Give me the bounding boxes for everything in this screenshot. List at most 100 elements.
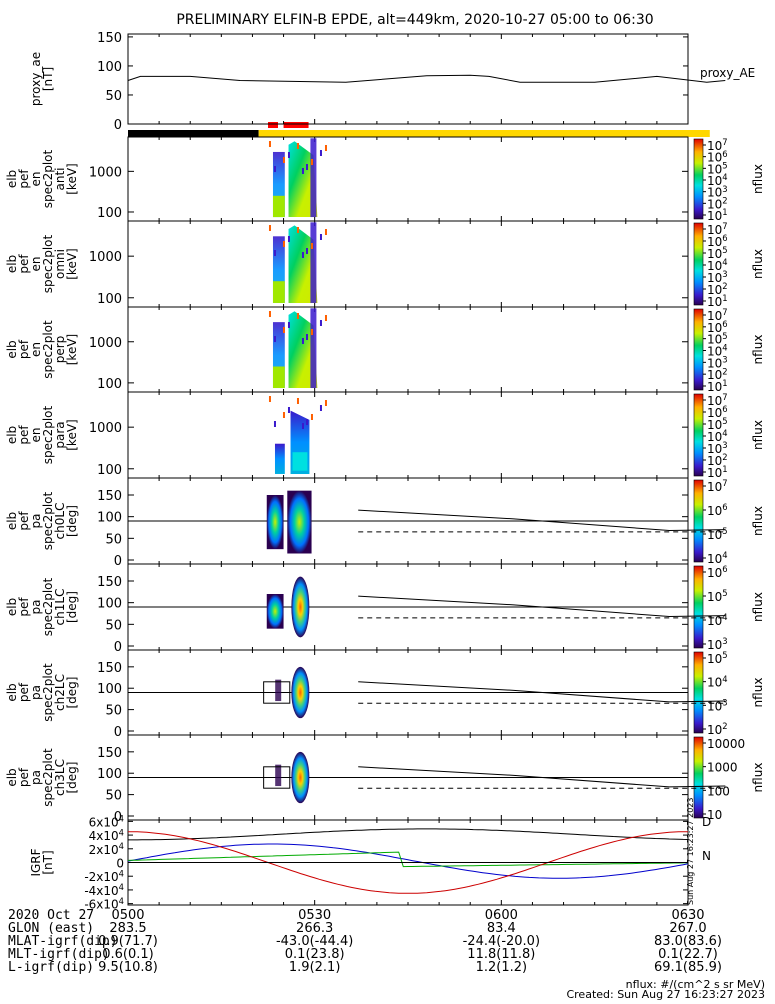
igrf-panel: -6x104-4x104-2x10402x1044x1046x104IGRF[n…	[29, 798, 711, 912]
colorbar	[693, 308, 704, 391]
panel-ylabel: elb	[5, 255, 19, 273]
colorbar-tick-label: 104	[707, 674, 728, 690]
y-tick-label: 150	[97, 31, 122, 46]
spectrogram-burst	[272, 322, 285, 389]
spectrogram-speckle	[296, 227, 299, 233]
spectrogram-burst	[288, 141, 318, 218]
panel-ylabel: pef	[17, 254, 31, 274]
spectrogram-speckle	[305, 164, 308, 170]
spectrogram-speckle	[282, 157, 285, 163]
spectrogram-speckle	[287, 407, 290, 413]
panel-ylabel: en	[29, 172, 43, 187]
ephemeris-row-label: L-igrf(dip)	[8, 960, 94, 975]
y-tick-label: -2x104	[84, 868, 124, 884]
spectrogram-speckle	[319, 320, 322, 326]
ephemeris-value: 0530	[298, 908, 331, 923]
panel-frame	[127, 220, 689, 308]
spectrogram-speckle	[268, 225, 271, 231]
spectrogram-burst	[272, 281, 285, 303]
ephemeris-value: 1.9(2.1)	[289, 960, 341, 975]
igrf-ylabel: IGRF	[29, 848, 43, 876]
igrf-side-letter-n: N	[702, 849, 711, 863]
colorbar-tick-label: 1000	[707, 761, 738, 775]
colorbar-label: nflux	[751, 506, 765, 536]
spectrogram-speckle	[310, 243, 313, 249]
ephemeris-value: 9.5(10.8)	[98, 960, 158, 975]
panel-ylabel: spec2plot	[41, 234, 55, 293]
proxy-ae-ylabel: [nT]	[41, 67, 55, 91]
ephemeris-value: 1.2(1.2)	[476, 960, 528, 975]
panel-ylabel: para	[53, 421, 67, 448]
ephemeris-value: 0.9(71.7)	[98, 934, 158, 949]
colorbar-tick-label: 105	[707, 245, 728, 261]
colorbar-tick-label: 104	[707, 257, 728, 273]
spectrogram-burst	[310, 138, 317, 218]
spectrogram-burst	[272, 366, 285, 389]
panel-ylabel: ch1LC	[53, 589, 67, 626]
ephemeris-row-label: 2020 Oct 27	[8, 908, 94, 923]
spectrogram-burst	[292, 452, 308, 471]
proxy-ae-panel: 0 50 100 150 proxy_ae[nT] proxy_AE	[29, 31, 755, 133]
colorbar-tick-label: 106	[707, 319, 728, 335]
spectrogram-speckle	[305, 248, 308, 254]
igrf-side-letter-d: D	[702, 815, 711, 829]
chart-title: PRELIMINARY ELFIN-B EPDE, alt=449km, 202…	[176, 12, 653, 28]
colorbar-tick-label: 101	[707, 207, 728, 223]
panel-ylabel: spec2plot	[41, 149, 55, 208]
colorbar-tick-label: 104	[707, 612, 728, 628]
colorbar-tick-label: 104	[707, 550, 728, 566]
spectrogram-speckle	[273, 336, 276, 342]
pitch-angle-burst	[275, 679, 282, 702]
colorbar-tick-label: 104	[707, 172, 728, 188]
panel-ylabel: elb	[5, 768, 19, 786]
colorbar-tick-label: 102	[707, 452, 728, 468]
colorbar-tick-label: 106	[707, 502, 728, 518]
igrf-side-stamp: Sun Aug 27 16:23:27 2023	[686, 798, 695, 905]
spectrogram-speckle	[296, 143, 299, 149]
colorbar-tick-label: 104	[707, 428, 728, 444]
loss-cone-line	[358, 681, 726, 703]
y-tick-label: 100	[97, 767, 122, 782]
energy-spectrogram-panel-spec_perp_omni: 1001000elbpefenspec2plotomni[keV]1071061…	[5, 220, 765, 309]
y-tick-label: -6x104	[84, 896, 124, 912]
colorbar-tick-label: 103	[707, 269, 728, 285]
spectrogram-speckle	[319, 234, 322, 240]
panel-ylabel: en	[29, 257, 43, 272]
y-tick-label: 100	[97, 377, 122, 392]
panel-ylabel: spec2plot	[41, 491, 55, 550]
spectrogram-speckle	[273, 421, 276, 427]
panel-ylabel: ch0LC	[53, 503, 67, 540]
colorbar-label: nflux	[751, 335, 765, 365]
panel-ylabel: pef	[17, 597, 31, 617]
panel-ylabel: pa	[29, 770, 43, 785]
panel-ylabel: pef	[17, 511, 31, 531]
spectrogram-speckle	[296, 398, 299, 404]
panel-ylabel: pef	[17, 682, 31, 702]
colorbar	[693, 736, 704, 819]
ephemeris-table: 2020 Oct 27 0500 0530 0600 0630 GLON (east) 28…	[8, 908, 765, 1001]
igrf-north-line	[127, 843, 689, 879]
colorbar-tick-label: 101	[707, 464, 728, 480]
spectrogram-burst	[310, 308, 317, 389]
colorbar-tick-label: 107	[707, 478, 728, 494]
panel-ylabel: [deg]	[65, 591, 79, 623]
spectrogram-speckle	[324, 229, 327, 235]
panel-ylabel: elb	[5, 512, 19, 530]
panel-ylabel: spec2plot	[41, 405, 55, 464]
spectrogram-speckle	[282, 241, 285, 247]
spectrogram-speckle	[310, 414, 313, 420]
pitch-angle-burst	[266, 495, 284, 550]
ephemeris-value: 0630	[671, 908, 704, 923]
pitch-angle-burst	[275, 764, 282, 787]
ephemeris-value: 0600	[485, 908, 518, 923]
y-tick-label: 100	[97, 597, 122, 612]
spectrogram-speckle	[324, 315, 327, 321]
colorbar-tick-label: 102	[707, 281, 728, 297]
y-tick-label: 1000	[89, 165, 122, 180]
panel-ylabel: en	[29, 428, 43, 443]
loss-cone-line	[358, 595, 726, 618]
energy-spectrogram-panel-spec_perp: 1001000elbpefenspec2plotperp[keV]1071061…	[5, 306, 765, 394]
y-tick-label: 50	[105, 89, 122, 104]
